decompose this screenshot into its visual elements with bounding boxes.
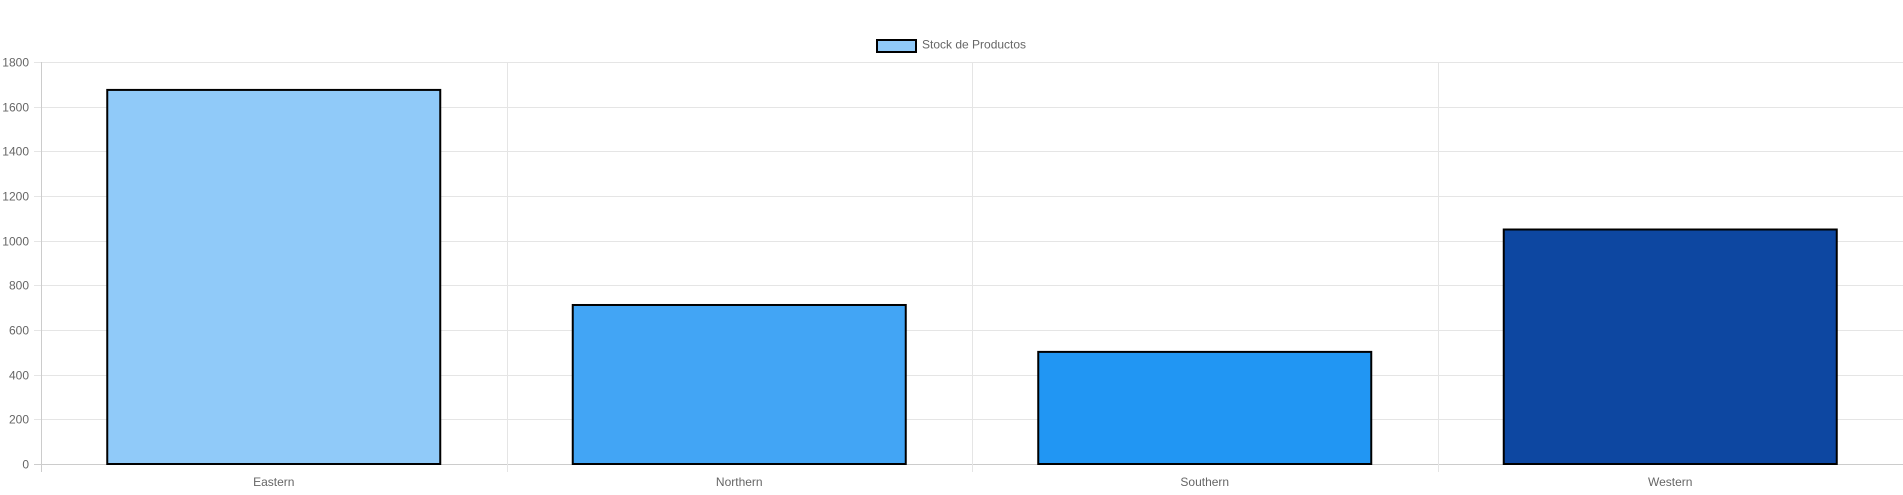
y-tick-label: 200 <box>9 413 29 427</box>
legend[interactable]: Stock de Productos <box>876 38 1026 53</box>
bar-northern[interactable] <box>571 303 907 465</box>
y-tick-label: 1400 <box>2 145 29 159</box>
legend-label[interactable]: Stock de Productos <box>922 38 1026 52</box>
x-tick-label: Southern <box>1180 475 1229 489</box>
y-tick-label: 1600 <box>2 101 29 115</box>
y-tick-labels: 0 200 400 600 800 1000 1200 1400 1600 1800 <box>2 56 29 472</box>
x-tick-labels: Eastern Northern Southern Western <box>253 475 1692 489</box>
y-tick-label: 1800 <box>2 56 29 70</box>
bar-eastern[interactable] <box>106 88 442 466</box>
legend-swatch[interactable] <box>876 39 917 53</box>
y-tick-label: 1000 <box>2 235 29 249</box>
y-tick-label: 400 <box>9 369 29 383</box>
x-tick-label: Eastern <box>253 475 294 489</box>
y-tick-label: 600 <box>9 324 29 338</box>
bar-western[interactable] <box>1502 228 1838 465</box>
x-tick-label: Western <box>1648 475 1692 489</box>
y-tick-label: 0 <box>22 458 29 472</box>
bars <box>106 88 1838 466</box>
bar-southern[interactable] <box>1037 350 1373 465</box>
y-tick-label: 1200 <box>2 190 29 204</box>
x-tick-label: Northern <box>716 475 763 489</box>
y-tick-label: 800 <box>9 279 29 293</box>
